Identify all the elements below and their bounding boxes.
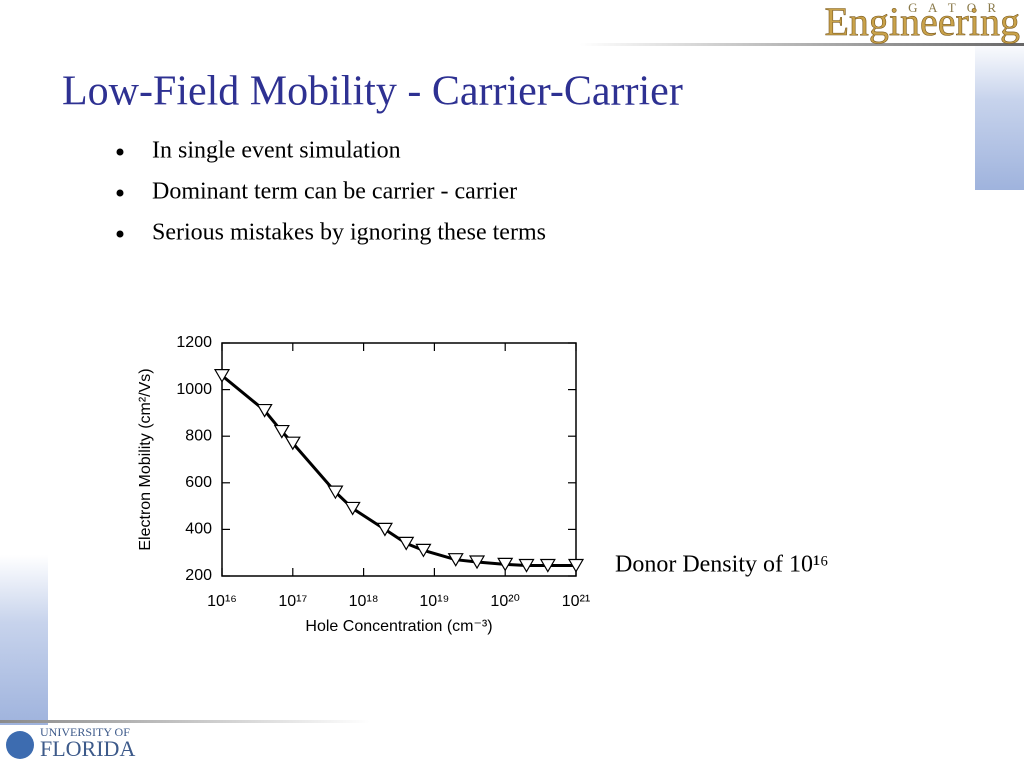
x-tick-label: 10¹⁷ xyxy=(278,593,307,610)
y-tick-label: 200 xyxy=(185,567,212,584)
slide-title: Low-Field Mobility - Carrier-Carrier xyxy=(62,69,683,115)
x-tick-label: 10²¹ xyxy=(562,593,590,610)
y-tick-label: 800 xyxy=(185,427,212,444)
bullet-dot xyxy=(116,230,124,238)
uf-seal xyxy=(6,731,34,759)
data-point xyxy=(398,536,415,551)
data-point xyxy=(284,436,301,451)
data-point xyxy=(447,553,464,567)
bullet-text: Serious mistakes by ignoring these terms xyxy=(152,220,546,246)
data-point xyxy=(344,501,361,516)
x-tick-label: 10²⁰ xyxy=(490,593,520,610)
data-point xyxy=(213,369,231,383)
data-point xyxy=(539,558,556,573)
data-point xyxy=(567,558,585,573)
y-tick-label: 600 xyxy=(185,474,212,491)
bullet-dot xyxy=(116,148,124,156)
annotation: Donor Density of 10¹⁶ xyxy=(615,552,829,578)
x-tick-label: 10¹⁹ xyxy=(419,593,449,610)
y-axis-label: Electron Mobility (cm²/Vs) xyxy=(137,368,154,550)
bullet-text: In single event simulation xyxy=(152,138,401,164)
uf-line1: UNIVERSITY OF xyxy=(40,725,130,739)
data-point xyxy=(518,558,535,573)
bullet-dot xyxy=(116,189,124,197)
bottom-rule xyxy=(0,720,370,723)
bullet-text: Dominant term can be carrier - carrier xyxy=(152,179,517,205)
data-point xyxy=(327,485,344,500)
top-rule xyxy=(580,43,1024,46)
logo-small: G A T O R xyxy=(908,0,1000,15)
data-point xyxy=(468,555,486,570)
data-point xyxy=(415,543,432,558)
left-bar xyxy=(0,555,48,725)
data-point xyxy=(256,403,273,418)
logo-large: Engineering xyxy=(825,0,1021,44)
y-tick-label: 1200 xyxy=(176,334,212,351)
chart: 200 400 600 800 1000 1200 10¹⁶ 10¹⁷ 10¹⁸ 10¹⁹ 10²⁰… xyxy=(137,334,590,635)
x-axis-label: Hole Concentration (cm⁻³) xyxy=(305,618,492,635)
y-tick-label: 1000 xyxy=(176,381,212,398)
right-bar xyxy=(975,40,1024,190)
x-tick-label: 10¹⁶ xyxy=(207,593,237,610)
data-point xyxy=(273,424,290,439)
bullet-list: In single event simulation Dominant term … xyxy=(116,138,546,246)
plot-frame xyxy=(221,342,577,577)
uf-line2: FLORIDA xyxy=(40,736,135,761)
y-tick-label: 400 xyxy=(185,521,212,538)
x-tick-label: 10¹⁸ xyxy=(349,593,379,610)
data-point xyxy=(376,522,393,537)
data-point xyxy=(497,557,514,572)
